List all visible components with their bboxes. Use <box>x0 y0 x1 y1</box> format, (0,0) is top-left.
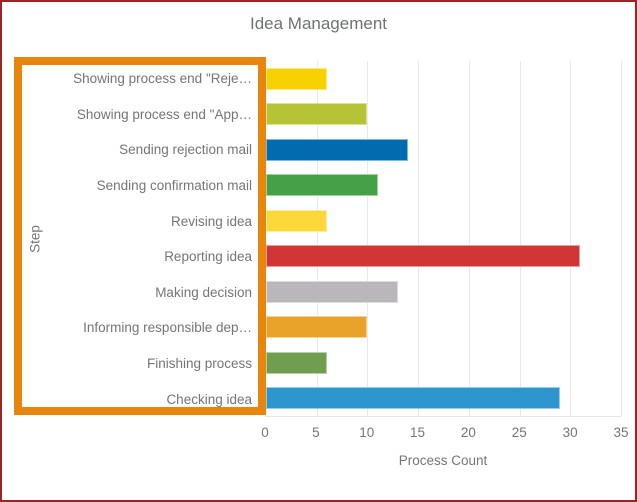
bar <box>266 174 378 197</box>
gridline <box>519 61 521 416</box>
bar-row <box>266 239 621 275</box>
x-tick-label: 35 <box>613 425 629 440</box>
x-tick-label: 0 <box>261 425 269 440</box>
y-axis-category-label: Showing process end "Reje… <box>73 71 252 87</box>
chart-title: Idea Management <box>249 14 388 33</box>
y-axis-category-label: Checking idea <box>166 391 252 407</box>
y-axis-category-label: Making decision <box>155 284 252 300</box>
y-axis-category-label: Revising idea <box>170 213 252 229</box>
bar-row <box>266 381 621 417</box>
bar <box>266 316 368 339</box>
bar <box>266 209 327 232</box>
gridline <box>468 61 470 416</box>
bar-row <box>266 168 621 204</box>
bar <box>266 245 581 268</box>
bar-row <box>266 310 621 346</box>
gridline <box>570 61 572 416</box>
x-tick-labels: 0 5 10 15 20 25 30 35 <box>261 425 628 443</box>
bar <box>266 280 398 303</box>
y-axis-category-label: Informing responsible dep… <box>83 320 252 336</box>
plot-area <box>265 61 622 417</box>
gridline <box>367 61 369 416</box>
gridline <box>621 61 622 416</box>
y-axis-category-label: Sending rejection mail <box>119 142 252 158</box>
y-axis-category-label: Sending confirmation mail <box>96 178 252 194</box>
x-tick-label: 15 <box>410 425 426 440</box>
bar-row <box>266 97 621 133</box>
x-tick-label: 10 <box>359 425 375 440</box>
bar <box>266 138 408 161</box>
bar-row <box>266 203 621 239</box>
gridline <box>418 61 420 416</box>
y-axis-labels: Showing process end "Reje… Showing proce… <box>2 61 265 417</box>
x-tick-label: 30 <box>562 425 578 440</box>
y-axis-category-label: Reporting idea <box>164 249 252 265</box>
bar-row <box>266 345 621 381</box>
bar <box>266 103 368 126</box>
bar <box>266 351 327 374</box>
y-axis-category-label: Finishing process <box>146 356 252 372</box>
bar-row <box>266 132 621 168</box>
bar-row <box>266 274 621 310</box>
annotation-highlight-box <box>14 57 266 415</box>
y-axis-category-label: Showing process end "App… <box>76 106 252 122</box>
x-tick-label: 5 <box>312 425 320 440</box>
x-tick-label: 20 <box>460 425 476 440</box>
x-axis-title: Process Count <box>398 453 488 468</box>
x-tick-label: 25 <box>511 425 527 440</box>
bar-series <box>266 61 621 416</box>
bar-row <box>266 61 621 97</box>
bar <box>266 387 561 410</box>
gridline <box>316 61 318 416</box>
bar <box>266 67 327 90</box>
